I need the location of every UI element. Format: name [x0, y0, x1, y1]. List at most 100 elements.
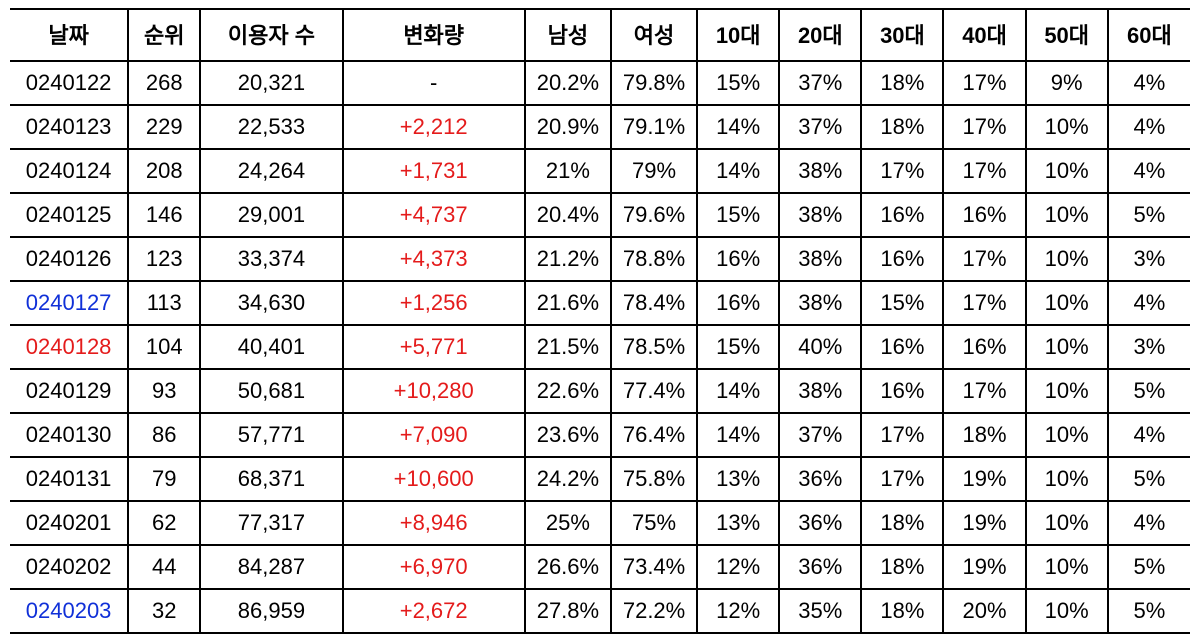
col-20s: 20대 [779, 9, 861, 61]
cell-female: 76.4% [611, 413, 697, 457]
cell-30s: 18% [861, 501, 943, 545]
table-row: 02402024484,287+6,97026.6%73.4%12%36%18%… [10, 545, 1190, 589]
cell-30s: 16% [861, 193, 943, 237]
cell-10s: 15% [697, 193, 779, 237]
cell-users: 40,401 [200, 325, 342, 369]
cell-date: 0240122 [10, 61, 128, 105]
cell-60s: 5% [1108, 369, 1190, 413]
cell-40s: 20% [943, 589, 1025, 633]
cell-50s: 10% [1026, 369, 1108, 413]
col-10s: 10대 [697, 9, 779, 61]
cell-male: 20.2% [525, 61, 611, 105]
col-female: 여성 [611, 9, 697, 61]
cell-date: 0240131 [10, 457, 128, 501]
table-row: 024012711334,630+1,25621.6%78.4%16%38%15… [10, 281, 1190, 325]
cell-delta: +10,280 [343, 369, 525, 413]
cell-40s: 19% [943, 545, 1025, 589]
cell-60s: 5% [1108, 545, 1190, 589]
cell-20s: 38% [779, 149, 861, 193]
cell-female: 78.4% [611, 281, 697, 325]
cell-users: 77,317 [200, 501, 342, 545]
cell-40s: 19% [943, 457, 1025, 501]
cell-20s: 38% [779, 369, 861, 413]
cell-30s: 17% [861, 413, 943, 457]
cell-10s: 14% [697, 413, 779, 457]
cell-50s: 10% [1026, 545, 1108, 589]
cell-30s: 16% [861, 237, 943, 281]
cell-40s: 16% [943, 193, 1025, 237]
cell-male: 23.6% [525, 413, 611, 457]
cell-rank: 62 [128, 501, 200, 545]
table-row: 02401308657,771+7,09023.6%76.4%14%37%17%… [10, 413, 1190, 457]
cell-date: 0240201 [10, 501, 128, 545]
cell-10s: 16% [697, 281, 779, 325]
cell-date: 0240127 [10, 281, 128, 325]
table-row: 02401317968,371+10,60024.2%75.8%13%36%17… [10, 457, 1190, 501]
cell-50s: 10% [1026, 457, 1108, 501]
cell-60s: 5% [1108, 589, 1190, 633]
cell-20s: 40% [779, 325, 861, 369]
col-male: 남성 [525, 9, 611, 61]
cell-female: 73.4% [611, 545, 697, 589]
cell-30s: 18% [861, 105, 943, 149]
cell-date: 0240129 [10, 369, 128, 413]
table-row: 024012226820,321-20.2%79.8%15%37%18%17%9… [10, 61, 1190, 105]
cell-30s: 17% [861, 149, 943, 193]
cell-users: 29,001 [200, 193, 342, 237]
cell-female: 78.5% [611, 325, 697, 369]
cell-delta: +4,373 [343, 237, 525, 281]
cell-rank: 104 [128, 325, 200, 369]
cell-date: 0240203 [10, 589, 128, 633]
cell-female: 72.2% [611, 589, 697, 633]
cell-40s: 17% [943, 369, 1025, 413]
cell-delta: +4,737 [343, 193, 525, 237]
cell-20s: 37% [779, 413, 861, 457]
cell-10s: 15% [697, 61, 779, 105]
cell-20s: 36% [779, 457, 861, 501]
cell-date: 0240130 [10, 413, 128, 457]
cell-users: 20,321 [200, 61, 342, 105]
cell-30s: 18% [861, 589, 943, 633]
cell-30s: 15% [861, 281, 943, 325]
table-row: 02401299350,681+10,28022.6%77.4%14%38%16… [10, 369, 1190, 413]
cell-rank: 44 [128, 545, 200, 589]
cell-rank: 268 [128, 61, 200, 105]
table-row: 024012612333,374+4,37321.2%78.8%16%38%16… [10, 237, 1190, 281]
table-body: 024012226820,321-20.2%79.8%15%37%18%17%9… [10, 61, 1190, 633]
cell-40s: 17% [943, 61, 1025, 105]
cell-20s: 36% [779, 501, 861, 545]
cell-users: 50,681 [200, 369, 342, 413]
cell-10s: 15% [697, 325, 779, 369]
cell-50s: 10% [1026, 105, 1108, 149]
cell-40s: 19% [943, 501, 1025, 545]
cell-20s: 36% [779, 545, 861, 589]
col-30s: 30대 [861, 9, 943, 61]
cell-users: 68,371 [200, 457, 342, 501]
cell-female: 79.8% [611, 61, 697, 105]
cell-female: 79.1% [611, 105, 697, 149]
cell-date: 0240123 [10, 105, 128, 149]
cell-female: 75% [611, 501, 697, 545]
cell-10s: 13% [697, 501, 779, 545]
cell-50s: 10% [1026, 413, 1108, 457]
cell-40s: 17% [943, 149, 1025, 193]
cell-delta: +10,600 [343, 457, 525, 501]
cell-60s: 5% [1108, 193, 1190, 237]
col-50s: 50대 [1026, 9, 1108, 61]
table-row: 02402016277,317+8,94625%75%13%36%18%19%1… [10, 501, 1190, 545]
cell-rank: 86 [128, 413, 200, 457]
cell-50s: 10% [1026, 325, 1108, 369]
cell-30s: 18% [861, 545, 943, 589]
cell-rank: 123 [128, 237, 200, 281]
cell-60s: 3% [1108, 325, 1190, 369]
cell-rank: 93 [128, 369, 200, 413]
cell-male: 21% [525, 149, 611, 193]
cell-users: 22,533 [200, 105, 342, 149]
col-users: 이용자 수 [200, 9, 342, 61]
cell-delta: +5,771 [343, 325, 525, 369]
col-date: 날짜 [10, 9, 128, 61]
cell-60s: 5% [1108, 457, 1190, 501]
stats-table: 날짜 순위 이용자 수 변화량 남성 여성 10대 20대 30대 40대 50… [10, 8, 1190, 634]
cell-50s: 10% [1026, 281, 1108, 325]
cell-male: 25% [525, 501, 611, 545]
